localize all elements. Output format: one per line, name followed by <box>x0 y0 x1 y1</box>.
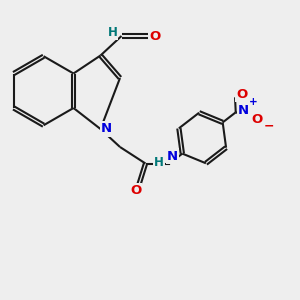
Text: H: H <box>108 26 117 40</box>
Text: O: O <box>149 29 161 43</box>
Text: O: O <box>236 88 247 101</box>
Text: N: N <box>238 104 249 117</box>
Text: +: + <box>249 97 258 107</box>
Text: O: O <box>130 184 141 197</box>
Text: N: N <box>101 122 112 136</box>
Text: −: − <box>263 120 274 133</box>
Text: N: N <box>167 149 178 163</box>
Text: O: O <box>251 113 262 126</box>
Text: H: H <box>154 155 164 169</box>
